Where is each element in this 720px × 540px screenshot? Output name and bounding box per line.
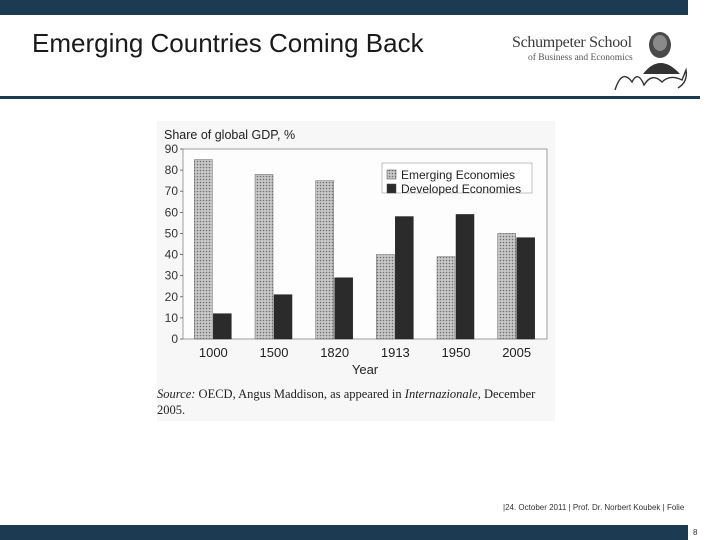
legend-label-emerging: Emerging Economies [401,168,515,182]
y-tick-label: 30 [165,269,179,283]
legend-swatch-emerging [386,169,397,180]
x-tick-label: 1500 [260,345,289,360]
bar-emerging [315,180,334,340]
bar-emerging [194,159,213,340]
bar-developed [213,313,232,340]
top-bar [0,0,688,15]
bar-emerging [254,174,274,340]
signature-icon [614,67,688,91]
y-tick-label: 10 [165,311,179,325]
logo: Schumpeter School of Business and Econom… [510,30,700,96]
bar-emerging [436,256,456,340]
page-number: 8 [693,528,698,537]
y-tick-label: 60 [165,205,179,219]
bar-emerging [497,233,516,340]
source-text: OECD, Angus Maddison, as appeared in [198,387,402,401]
legend-swatch-developed [386,183,397,194]
title-divider [0,96,700,99]
x-tick-label: 2005 [502,345,531,360]
bar-developed [395,216,414,340]
chart-figure: 0 10 20 30 40 50 60 70 80 90 1000 1500 1820 1913 1950 2… [157,121,555,421]
page-title: Emerging Countries Coming Back [32,28,424,58]
x-tick-label: 1000 [199,345,228,360]
logo-subtitle: of Business and Economics [528,53,633,63]
y-tick-label: 50 [165,226,179,240]
chart-source: Source: OECD, Angus Maddison, as appeare… [157,386,557,418]
bar-developed [516,237,535,340]
y-tick-label: 40 [165,248,179,262]
legend-label-developed: Developed Economies [401,182,521,196]
y-tick-label: 90 [165,142,179,156]
footer-text: |24. October 2011 | Prof. Dr. Norbert Ko… [503,503,685,512]
y-tick-label: 80 [165,163,179,177]
chart-title: Share of global GDP, % [164,128,296,142]
bottom-bar [0,525,688,540]
bar-developed [334,277,353,340]
source-date: , December 2005. [157,387,536,417]
bar-developed [273,294,293,340]
bar-developed [455,214,475,340]
x-tick-label: 1950 [442,345,471,360]
y-tick-label: 20 [165,290,179,304]
bar-emerging [376,254,395,340]
source-journal: Internazionale [404,387,478,401]
x-tick-label: 1820 [320,345,349,360]
logo-name: Schumpeter School [512,34,632,51]
source-label: Source: [157,387,196,401]
x-axis-label: Year [352,362,379,377]
bar-chart: 0 10 20 30 40 50 60 70 80 90 1000 1500 1820 1913 1950 2… [165,142,548,377]
logo-portrait-icon [614,32,688,91]
y-tick-label: 70 [165,184,179,198]
legend-box [381,162,533,194]
x-tick-label: 1913 [381,345,410,360]
y-tick-label: 0 [171,332,178,346]
